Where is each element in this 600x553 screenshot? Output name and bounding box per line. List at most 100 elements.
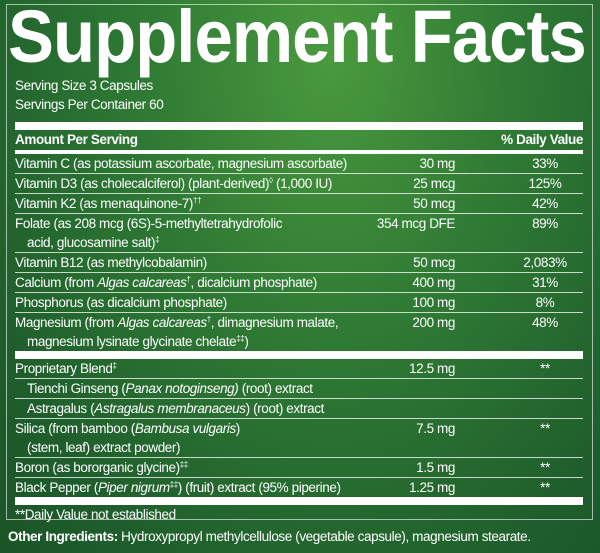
nutrient-latin-name: Algas calcareas [97,275,187,290]
facts-table: Amount Per Serving % Daily Value Vitamin… [15,122,583,524]
table-row: Calcium (from Algas calcareas†, dicalciu… [15,273,583,293]
daily-value: ** [540,460,550,475]
nutrient-name-text: ) [235,421,241,436]
nutrient-name-text: , dicalcium phosphate) [190,275,318,290]
nutrient-name-text: Silica (from bamboo ( [15,421,135,436]
nutrient-name: Tienchi Ginseng (Panax notoginseng) (roo… [15,379,427,398]
nutrient-name: Phosphorus (as dicalcium phosphate) [15,293,415,312]
daily-value: 125% [528,176,562,191]
daily-value: ** [540,421,550,436]
nutrient-name-text: ) (fruit) extract (95% piperine) [177,480,341,495]
facts-panel-border [6,4,593,520]
table-row: Vitamin K2 (as menaquinone-7)†† 50 mcg 42% [15,194,583,214]
amount-per-serving: 200 mg [412,315,455,330]
amount-per-serving: 50 mcg [413,255,455,270]
nutrient-name: Vitamin K2 (as menaquinone-7)†† [15,194,415,213]
nutrient-name: Silica (from bamboo (Bambusa vulgaris) (s… [15,419,415,457]
nutrient-name-text: Astragalus ( [27,401,95,416]
nutrient-name-text: , dimagnesium malate, [210,315,339,330]
nutrient-name: Magnesium (from Algas calcareas†, dimagn… [15,313,415,351]
nutrient-name-text: Vitamin C (as potassium ascorbate, magne… [15,156,347,171]
nutrient-name-text: (stem, leaf) extract powder) [27,440,181,455]
divider-thick [15,122,583,130]
nutrient-name: Folate (as 208 mcg (6S)-5-methyltetrahyd… [15,214,415,252]
other-ingredients-label: Other Ingredients: [8,529,118,544]
daily-value: 33% [532,156,558,171]
daily-value: 48% [532,315,558,330]
daily-value: ** [540,480,550,495]
footnote-mark: †† [193,196,202,205]
nutrient-name-text: ) (root) extract [245,401,325,416]
footnote-mark: ‡ [155,235,160,244]
table-row: Astragalus (Astragalus membranaceus) (ro… [15,399,583,419]
daily-value: 8% [535,295,555,310]
table-header: Amount Per Serving % Daily Value [15,130,583,154]
nutrient-latin-name: Bambusa vulgaris [134,421,236,436]
divider-thick [15,351,583,359]
nutrient-name-text: ) [244,334,249,349]
nutrient-name-text: Vitamin B12 (as methylcobalamin) [15,255,207,270]
table-row: Vitamin B12 (as methylcobalamin) 50 mcg 2,… [15,253,583,273]
other-ingredients-text: Hydroxypropyl methylcellulose (vegetable… [117,529,531,544]
table-row: Proprietary Blend‡ 12.5 mg ** [15,359,583,379]
footnote-mark: ‡‡ [169,480,179,489]
nutrient-name-text: Vitamin K2 (as menaquinone-7) [15,196,194,211]
servings-per-container: Servings Per Container 60 [15,97,164,112]
daily-value: 31% [532,275,558,290]
nutrient-name-text: (root) extract [238,381,313,396]
page-title: Supplement Facts [8,0,587,78]
nutrient-name-line2: acid, glucosamine salt)‡ [15,233,415,252]
table-row: Boron (as bororganic glycine)‡‡ 1.5 mg ** [15,458,583,478]
nutrient-name-text: Calcium (from [15,275,98,290]
amount-per-serving: 100 mg [412,295,455,310]
nutrient-name-text: (1,000 IU) [272,176,333,191]
nutrient-name: Astragalus (Astragalus membranaceus) (ro… [15,399,427,418]
nutrient-name-text: Boron (as bororganic glycine) [15,460,180,475]
footnote-mark: † [206,315,211,324]
nutrient-name-line2: magnesium lysinate glycinate chelate‡‡) [15,332,415,351]
table-row: Vitamin D3 (as cholecalciferol) (plant-d… [15,174,583,194]
amount-per-serving: 400 mg [412,275,455,290]
nutrient-name: Black Pepper (Piper nigrum‡‡) (fruit) ex… [15,478,415,497]
nutrient-name: Vitamin B12 (as methylcobalamin) [15,253,415,272]
amount-per-serving: 7.5 mg [416,421,455,436]
amount-per-serving: 354 mcg DFE [376,216,456,231]
amount-per-serving: 30 mg [419,156,455,171]
nutrient-name-text: Vitamin D3 (as cholecalciferol) (plant-d… [15,176,270,191]
table-row: Tienchi Ginseng (Panax notoginseng) (roo… [15,379,583,399]
amount-per-serving: 12.5 mg [409,361,455,376]
amount-per-serving: 50 mcg [413,196,455,211]
daily-value: 89% [532,216,558,231]
serving-size: Serving Size 3 Capsules [15,78,153,93]
nutrient-latin-name: Piper nigrum [97,480,170,495]
nutrient-name-text: Proprietary Blend [15,361,113,376]
footnote-mark: ◊ [269,176,273,185]
footnote-mark: ‡‡ [179,460,189,469]
nutrient-latin-name: Algas calcareas [117,315,207,330]
table-row: Vitamin C (as potassium ascorbate, magne… [15,154,583,174]
nutrient-name-text: Black Pepper ( [15,480,98,495]
nutrient-name-text: acid, glucosamine salt) [27,235,156,250]
table-row: Silica (from bamboo (Bambusa vulgaris) (s… [15,419,583,458]
nutrient-name-text: Magnesium (from [15,315,118,330]
nutrient-name: Vitamin D3 (as cholecalciferol) (plant-d… [15,174,415,193]
nutrient-name-text: Tienchi Ginseng ( [27,381,126,396]
table-row: Phosphorus (as dicalcium phosphate) 100 m… [15,293,583,313]
footnote-mark: ‡‡ [236,334,245,343]
nutrient-latin-name: Astragalus membranaceus [94,401,246,416]
other-ingredients: Other Ingredients: Hydroxypropyl methylc… [8,529,531,544]
nutrient-name: Proprietary Blend‡ [15,359,415,378]
nutrient-name-text: Phosphorus (as dicalcium phosphate) [15,295,227,310]
nutrient-name: Vitamin C (as potassium ascorbate, magne… [15,154,415,173]
amount-per-serving: 1.5 mg [416,460,455,475]
daily-value: ** [540,361,550,376]
header-amount: Amount Per Serving [15,132,138,147]
footnote: **Daily Value not established [15,507,176,522]
nutrient-name: Boron (as bororganic glycine)‡‡ [15,458,415,477]
header-dv: % Daily Value [501,132,583,147]
nutrient-name-line2: (stem, leaf) extract powder) [15,438,415,457]
daily-value: 2,083% [523,255,567,270]
nutrient-latin-name: Panax notoginseng) [125,381,239,396]
divider-thick [15,497,583,505]
nutrient-name-text: magnesium lysinate glycinate chelate [27,334,237,349]
